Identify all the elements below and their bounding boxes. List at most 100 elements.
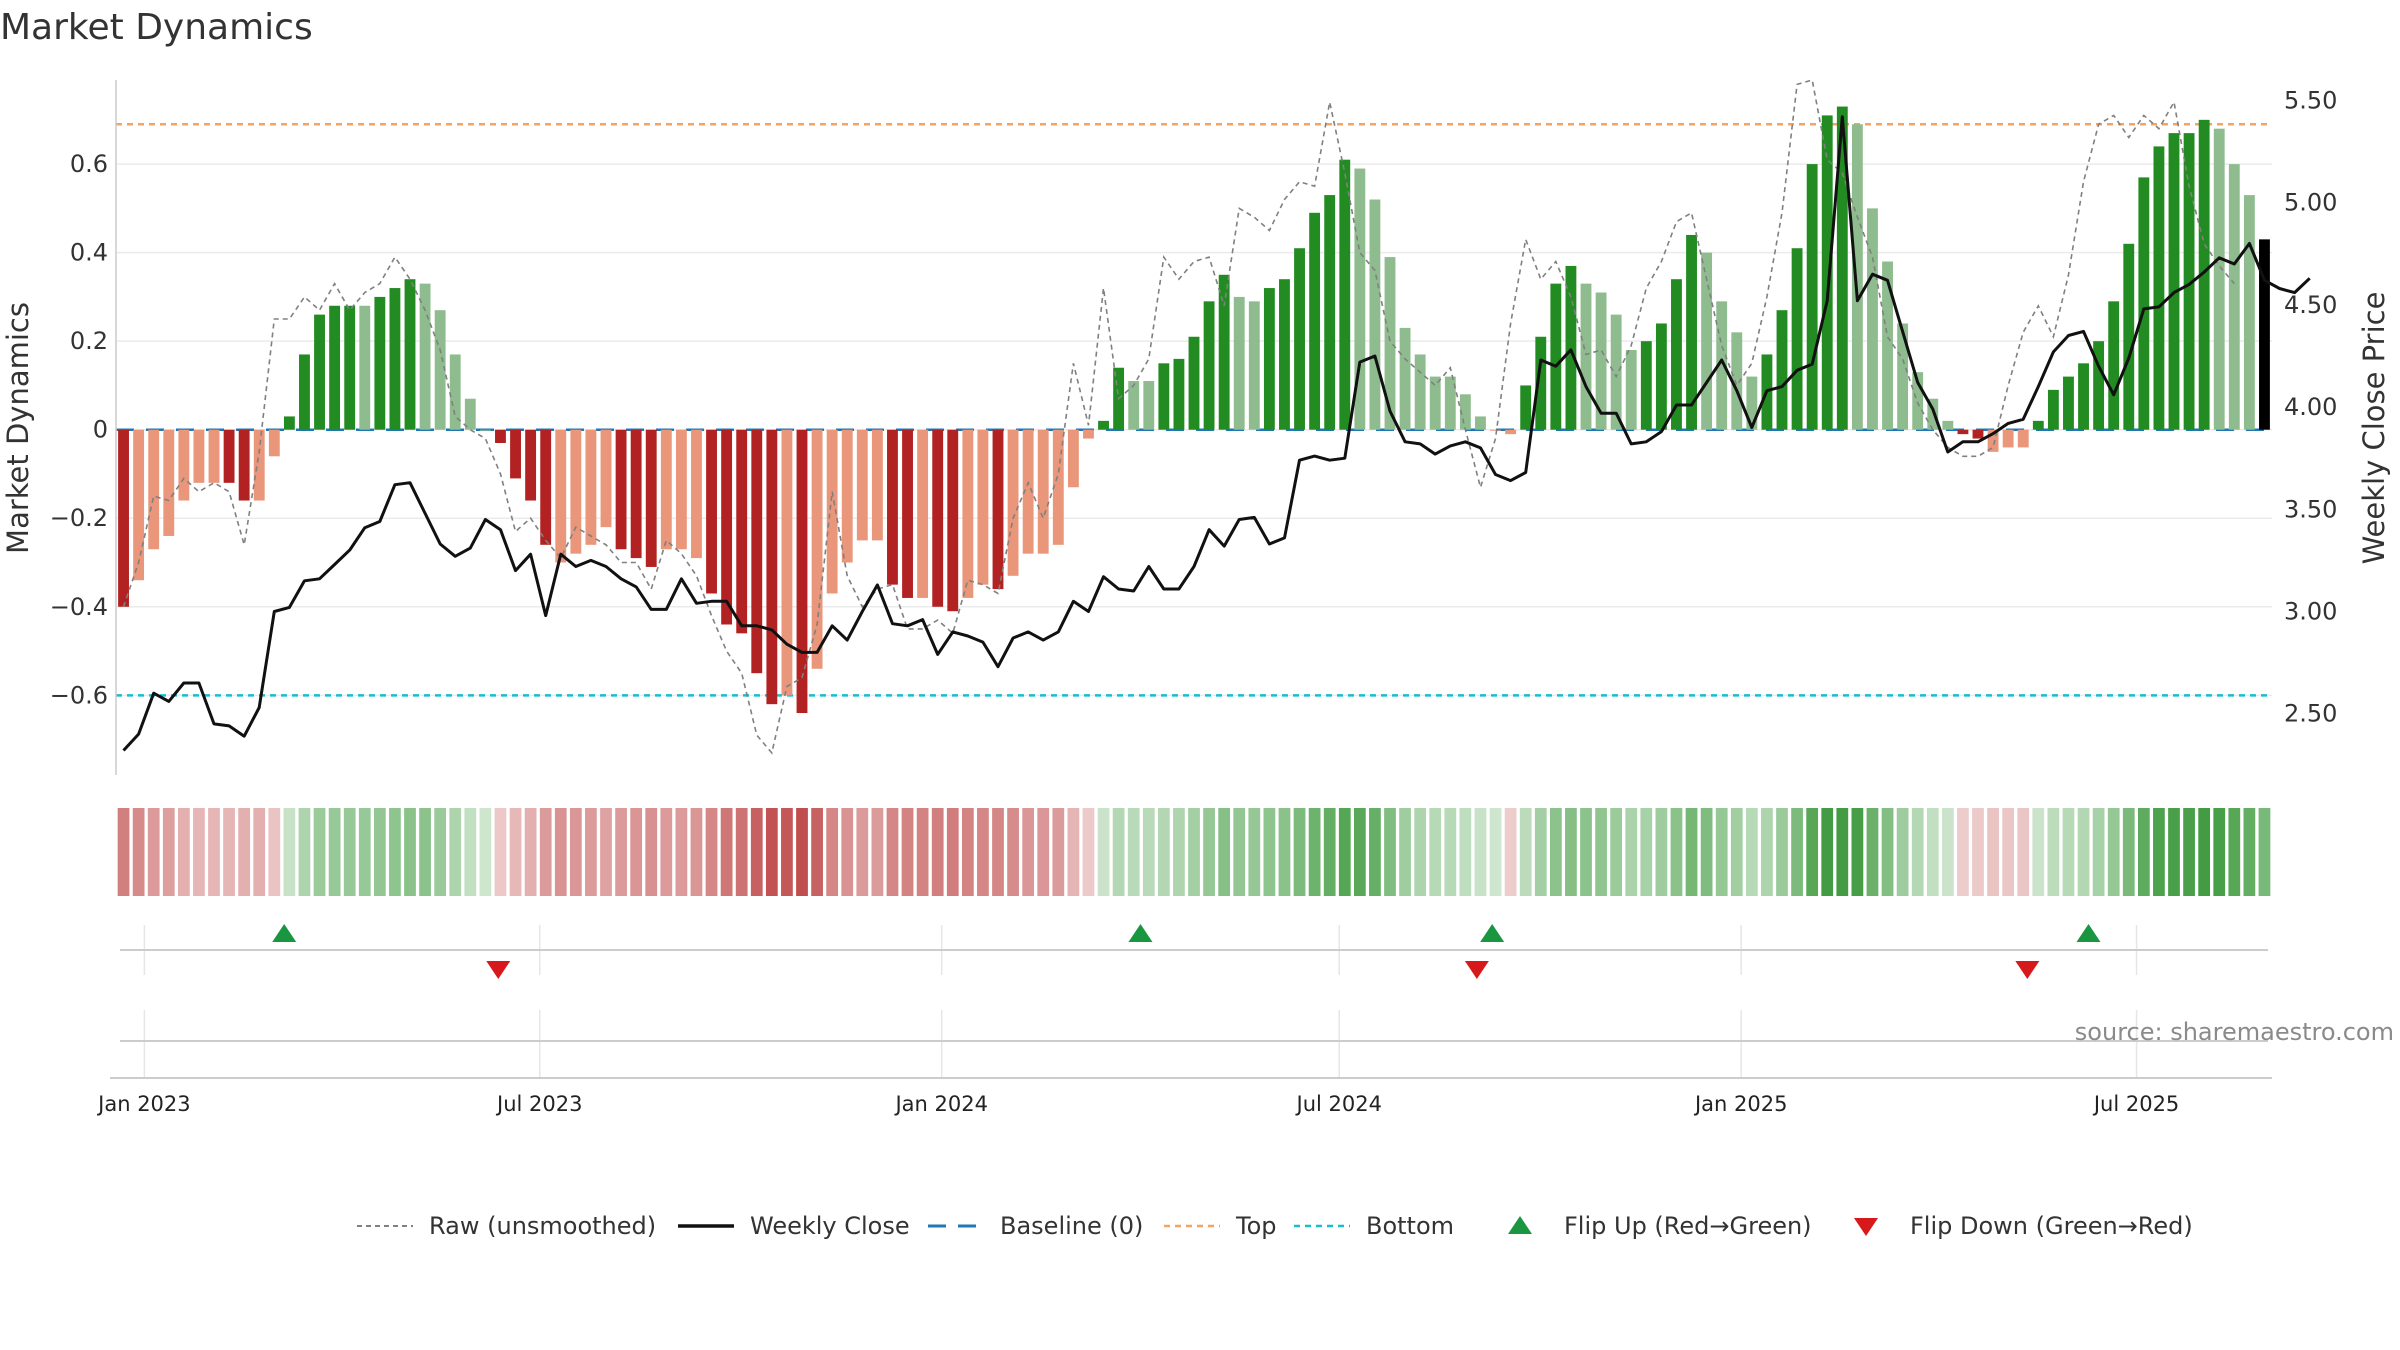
legend-item-close: Weekly Close (678, 1212, 910, 1240)
strip-cell (223, 808, 235, 896)
dynamics-bar (977, 429, 989, 585)
strip-cell (358, 808, 371, 896)
dynamics-bar (329, 305, 341, 430)
series-lines (122, 78, 2311, 755)
legend-label: Flip Up (Red→Green) (1564, 1212, 1812, 1240)
strip-cell (404, 808, 416, 896)
strip-cell (1866, 808, 1879, 896)
dynamics-bar (2093, 341, 2105, 430)
dynamics-bar (1505, 429, 1517, 435)
dynamics-bar (1867, 208, 1878, 430)
strip-cell (1248, 808, 1261, 896)
dynamics-bar (1279, 279, 1290, 430)
x-tick-label: Jan 2024 (893, 1092, 988, 1116)
strip-cell (1007, 808, 1019, 896)
dynamics-bar (2259, 239, 2270, 430)
strip-cell (1610, 808, 1623, 896)
legend-label: Raw (unsmoothed) (429, 1212, 656, 1240)
dynamics-bar (1263, 288, 1275, 430)
strip-cell (977, 808, 989, 896)
dynamics-bar (1354, 168, 1366, 430)
strip-cell (539, 808, 552, 896)
dynamics-bar (1384, 257, 1396, 430)
strip-cell (1700, 808, 1713, 896)
legend-label: Flip Down (Green→Red) (1910, 1212, 2193, 1240)
dynamics-bar (1610, 314, 1622, 430)
dynamics-bar (856, 429, 868, 541)
strip-cell (1233, 808, 1246, 896)
dynamics-bar (389, 288, 401, 430)
strip-cell (419, 808, 431, 896)
dynamics-bar (238, 429, 250, 501)
y-axis-label: Market Dynamics (1, 302, 35, 554)
flip-up-marker (1480, 924, 1505, 942)
flip-down-marker (2015, 961, 2040, 979)
y2-tick-label: 3.00 (2284, 597, 2337, 625)
dynamics-bar (570, 429, 582, 554)
dynamics-bar (1580, 283, 1592, 430)
dynamics-bar (841, 429, 853, 563)
strip-cell (1730, 808, 1743, 896)
dynamics-bar (736, 429, 748, 634)
strip-cell (675, 808, 688, 896)
dynamics-bar (600, 429, 612, 528)
strip-cell (1052, 808, 1065, 896)
dynamics-bar (540, 429, 552, 545)
dynamics-bar (585, 429, 597, 545)
strip-cell (1640, 808, 1653, 896)
strip-cell (1625, 808, 1638, 896)
dynamics-bar (1158, 363, 1170, 430)
strip-cell (2062, 808, 2075, 896)
dynamics-bar (1459, 394, 1471, 430)
dynamics-bar (721, 429, 733, 625)
strip-cell (660, 808, 673, 896)
dynamics-bar (2063, 376, 2074, 430)
dynamics-bar (1897, 323, 1909, 430)
y2-tick-label: 5.00 (2284, 189, 2337, 217)
flip-markers (272, 924, 2101, 979)
dynamics-bar (193, 429, 205, 483)
strip-cell (615, 808, 627, 896)
dynamics-bar (902, 429, 913, 598)
strip-cell (434, 808, 447, 896)
dynamics-bar (2047, 389, 2059, 430)
dynamics-bar (1188, 336, 1200, 430)
strip-cell (509, 808, 522, 896)
strip-cell (1685, 808, 1698, 896)
strip-cell (1022, 808, 1035, 896)
dynamics-bar (1490, 429, 1501, 431)
flip-down-marker (486, 961, 511, 979)
strip-cell (238, 808, 251, 896)
flip-down-marker (1464, 961, 1489, 979)
strip-cell (690, 808, 703, 896)
y-tick-label: 0.2 (70, 327, 108, 355)
dynamics-bar (464, 398, 476, 430)
strip-cell (1037, 808, 1050, 896)
dynamics-bar (887, 429, 898, 585)
dynamics-bar (2108, 301, 2120, 430)
legend-item-baseline: Baseline (0) (928, 1212, 1143, 1240)
dynamics-bar (1203, 301, 1215, 430)
dynamics-bar (766, 429, 778, 705)
strip-cell (268, 808, 281, 896)
strip-cell (2122, 808, 2135, 896)
strip-cell (1142, 808, 1155, 896)
dynamics-bar (1671, 279, 1682, 430)
strip-cell (373, 808, 386, 896)
strip-cell (464, 808, 477, 896)
dynamics-bar (133, 429, 145, 581)
strip-cell (2258, 808, 2271, 896)
strip-cell (449, 808, 462, 896)
strip-cell (735, 808, 748, 896)
dynamics-bar (1851, 124, 1863, 430)
dynamics-bar (1716, 301, 1728, 430)
dynamics-bar (1791, 248, 1803, 430)
dynamics-bar (932, 429, 944, 607)
dynamics-bar (1972, 429, 1984, 439)
strip-cell (856, 808, 869, 896)
strip-cell (1082, 808, 1095, 896)
dynamics-bar (1248, 301, 1260, 430)
strip-cell (1489, 808, 1502, 896)
strip-cell (1323, 808, 1336, 896)
legend-label: Top (1235, 1212, 1277, 1240)
